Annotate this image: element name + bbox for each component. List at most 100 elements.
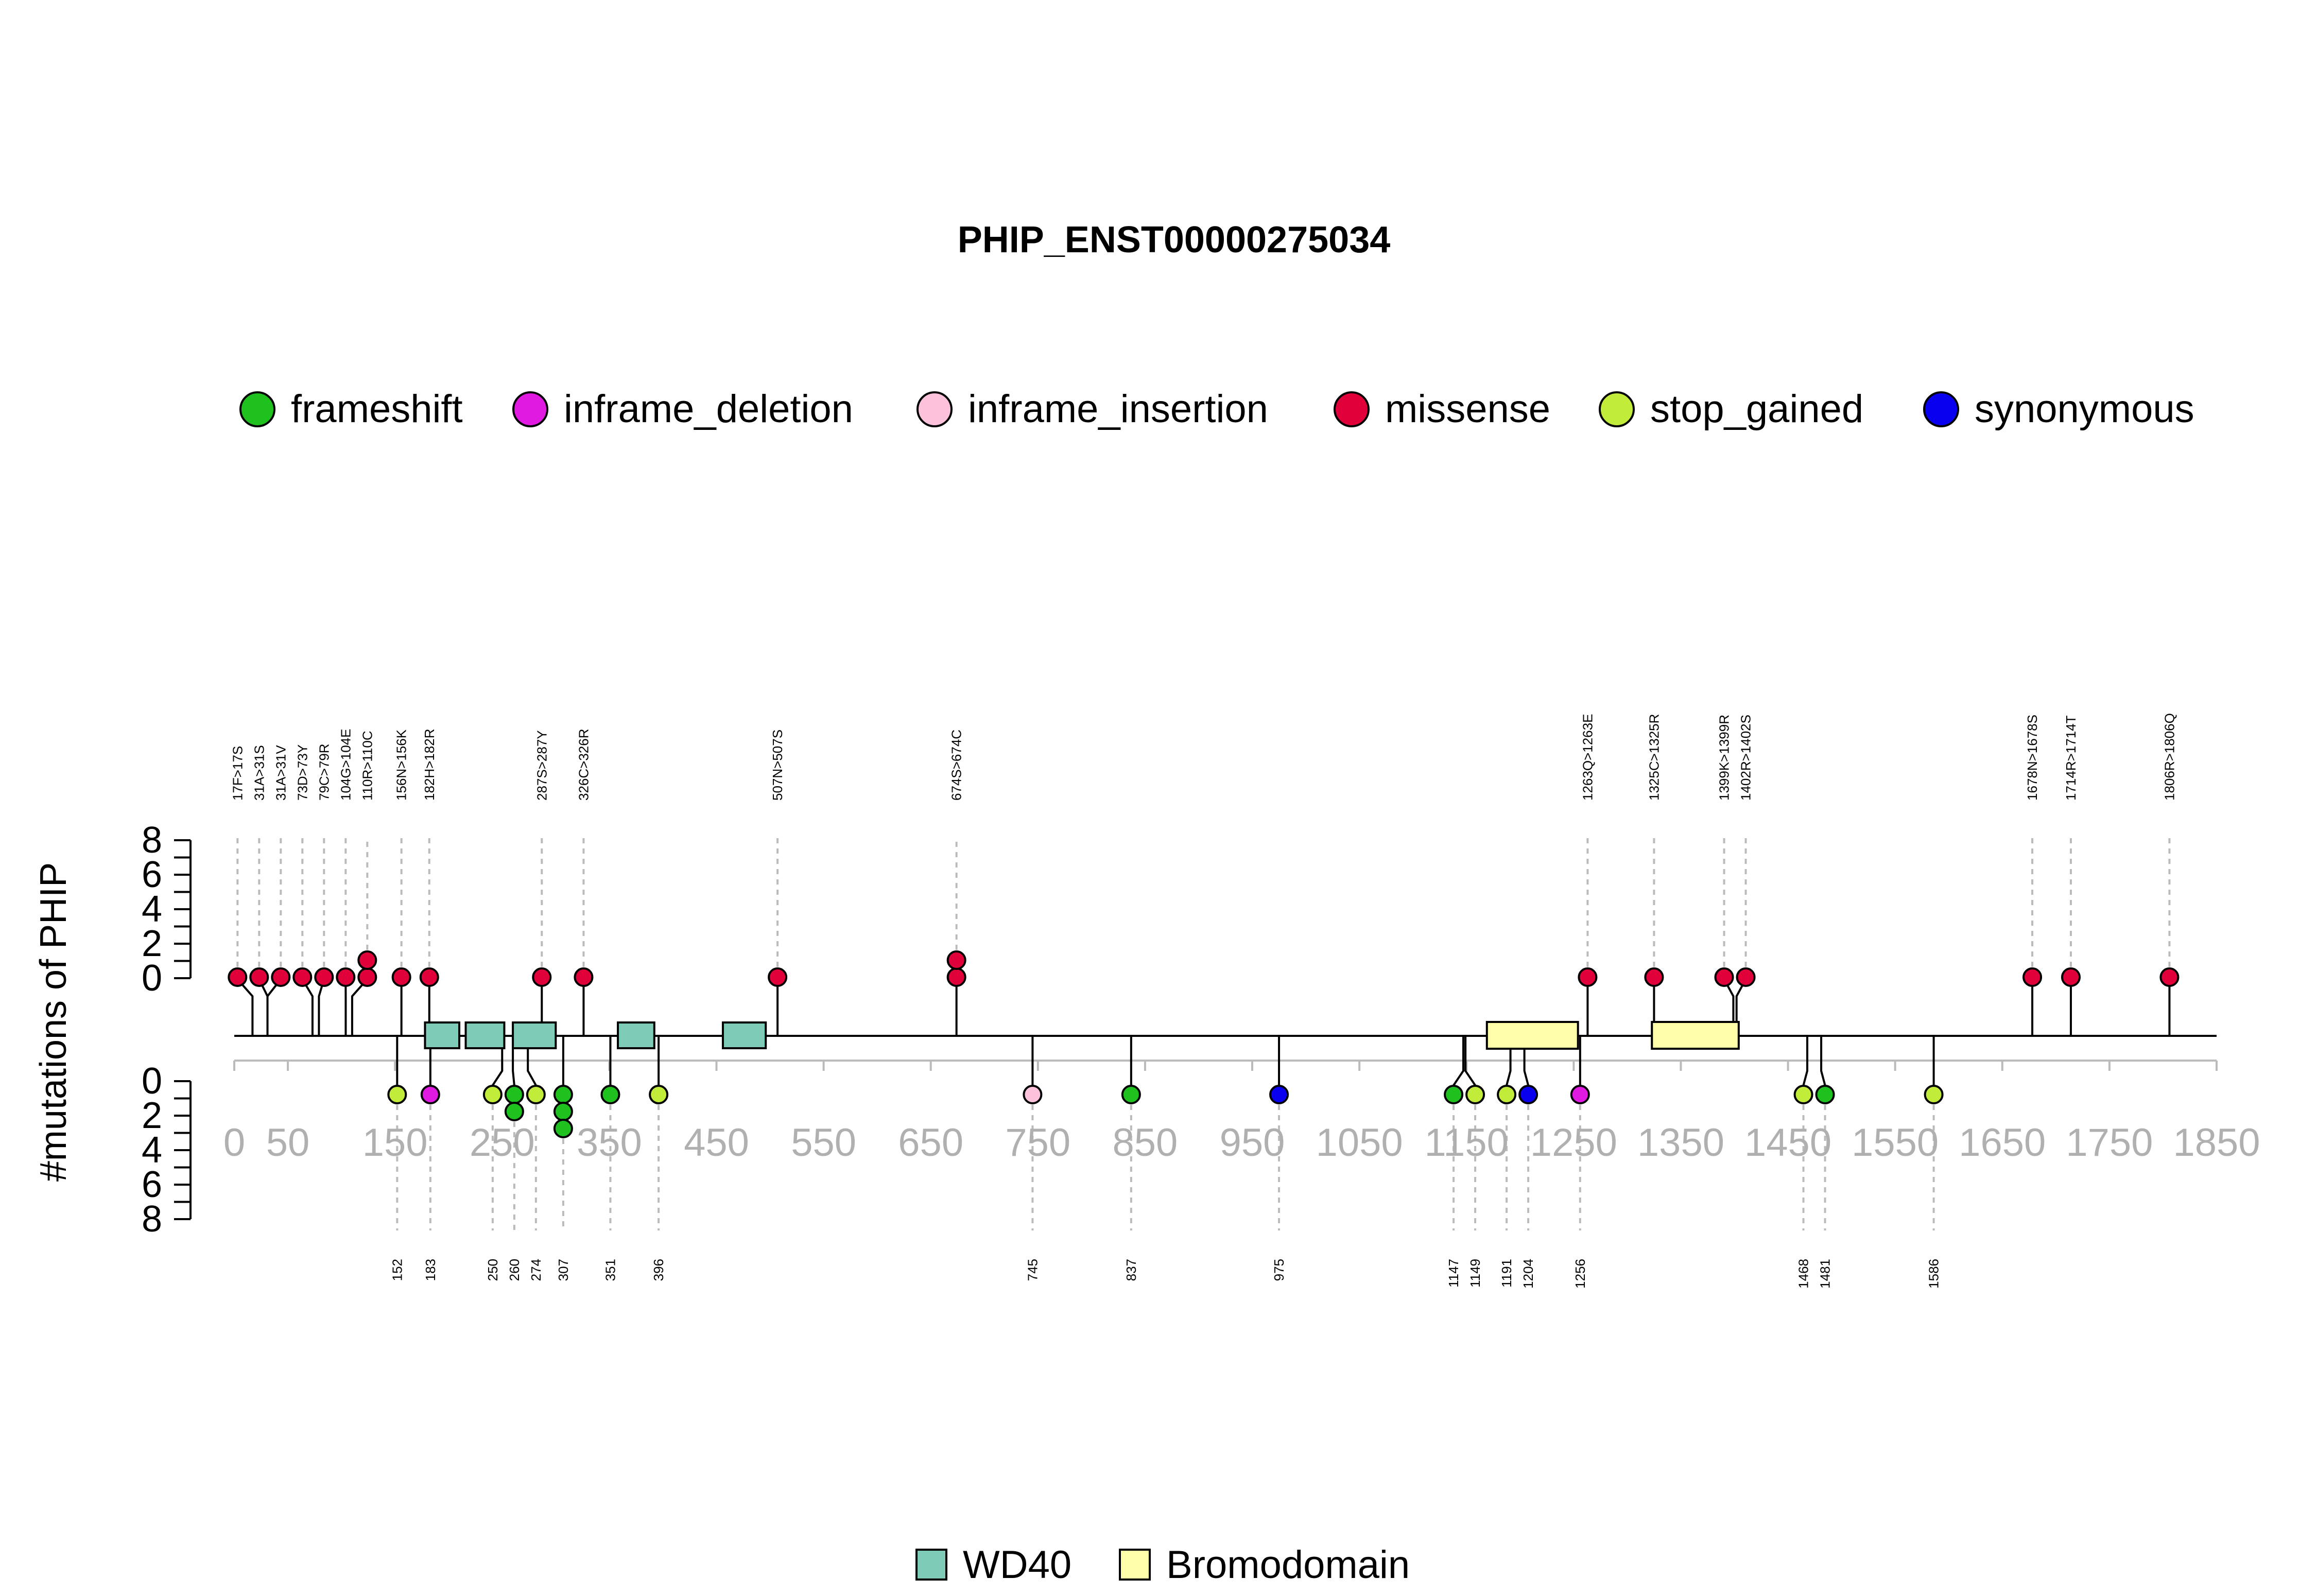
domain-Bromodomain [1651, 1021, 1740, 1050]
point-stop_gained [1924, 1085, 1944, 1104]
point-stop_gained [526, 1085, 546, 1104]
y-tick-label-lower: 8 [142, 1199, 162, 1240]
point-frameshift [1121, 1085, 1141, 1104]
mutation-label: 104G>104E [338, 728, 353, 801]
point-missense [292, 967, 313, 987]
domain-Bromodomain [1485, 1021, 1579, 1050]
y-tick-label-upper: 8 [142, 820, 162, 861]
mutation-label: 156N>156K [394, 729, 409, 801]
mutation-legend: frameshift inframe_deletion inframe_insert… [239, 387, 2194, 431]
mutation-label: 31A>31S [251, 745, 267, 801]
x-tick-label: 250 [470, 1121, 535, 1165]
legend-label-frameshift: frameshift [291, 387, 463, 431]
position-label: 1481 [1818, 1259, 1833, 1289]
y-tick-label-lower: 0 [142, 1061, 162, 1102]
mutation-label: 1402R>1402S [1738, 715, 1754, 801]
chart-title: PHIP_ENST00000275034 [958, 219, 1391, 261]
mutation-label: 507N>507S [770, 730, 785, 801]
point-missense [946, 967, 966, 987]
domain-WD40 [721, 1021, 767, 1049]
x-tick-label: 1250 [1530, 1121, 1617, 1165]
point-missense [249, 967, 269, 987]
x-tick-label: 1550 [1852, 1121, 1939, 1165]
y-tick-label-upper: 6 [142, 854, 162, 895]
point-missense [532, 967, 552, 987]
mutation-label: 287S>287Y [534, 730, 549, 801]
point-missense [336, 967, 356, 987]
legend-label-missense: missense [1385, 387, 1550, 431]
y-tick-label-lower: 6 [142, 1164, 162, 1205]
legend-swatch-synonymous [1923, 391, 1959, 427]
legend-label-WD40: WD40 [963, 1543, 1071, 1587]
point-missense [391, 967, 411, 987]
point-missense [574, 967, 594, 987]
legend-swatch-inframe_deletion [512, 391, 548, 427]
position-label: 152 [389, 1259, 405, 1281]
domain-legend: WD40 Bromodomain [915, 1543, 1410, 1587]
legend-label-inframe_insertion: inframe_insertion [968, 387, 1268, 431]
mutation-label: 17F>17S [230, 746, 245, 801]
point-missense [357, 950, 377, 970]
point-missense [357, 967, 377, 987]
mutation-label: 1714R>1714T [2063, 715, 2079, 801]
point-missense [314, 967, 334, 987]
mutation-label: 1399K>1399R [1717, 715, 1732, 801]
x-tick-label: 750 [1005, 1121, 1070, 1165]
point-inframe_deletion [1570, 1085, 1590, 1104]
x-tick-label: 1750 [2066, 1121, 2153, 1165]
position-label: 351 [602, 1259, 618, 1281]
point-stop_gained [649, 1085, 669, 1104]
position-label: 396 [651, 1259, 666, 1281]
point-synonymous [1518, 1085, 1538, 1104]
x-tick-label: 1450 [1744, 1121, 1831, 1165]
y-axis-label: #mutations of PHIP [33, 862, 74, 1182]
x-tick-label: 1650 [1959, 1121, 2046, 1165]
mutation-points [228, 950, 2180, 1138]
point-missense [2159, 967, 2180, 987]
position-label: 1204 [1520, 1259, 1536, 1289]
domain-WD40 [512, 1021, 557, 1049]
point-missense [1578, 967, 1598, 987]
legend-label-synonymous: synonymous [1975, 387, 2194, 431]
x-tick-label: 950 [1220, 1121, 1285, 1165]
mutation-label: 1806R>1806Q [2162, 713, 2177, 801]
mutation-label: 182H>182R [422, 729, 437, 801]
legend-label-Bromodomain: Bromodomain [1166, 1543, 1410, 1587]
point-missense [271, 967, 291, 987]
mutation-label: 31A>31V [273, 745, 288, 801]
position-label: 1191 [1499, 1259, 1514, 1288]
point-frameshift [553, 1085, 573, 1104]
legend-swatch-Bromodomain [1119, 1549, 1151, 1581]
position-label: 1586 [1926, 1259, 1942, 1289]
x-tick-label: 350 [577, 1121, 642, 1165]
mutation-label: 1325C>1325R [1646, 714, 1662, 801]
y-tick-label-lower: 4 [142, 1130, 162, 1171]
y-tick-label-upper: 2 [142, 923, 162, 964]
legend-swatch-missense [1334, 391, 1370, 427]
position-label: 307 [556, 1259, 571, 1281]
x-tick-label: 1350 [1637, 1121, 1724, 1165]
position-label: 1147 [1446, 1259, 1461, 1288]
x-tick-label: 1850 [2173, 1121, 2260, 1165]
position-label: 274 [528, 1259, 544, 1281]
mutation-label: 79C>79R [316, 743, 332, 801]
point-stop_gained [482, 1085, 503, 1104]
mutation-label: 674S>674C [949, 730, 964, 801]
point-missense [1736, 967, 1756, 987]
x-tick-label: 450 [684, 1121, 749, 1165]
mutation-label: 73D>73Y [295, 744, 310, 801]
legend-label-stop_gained: stop_gained [1650, 387, 1863, 431]
point-frameshift [1815, 1085, 1835, 1104]
y-tick-label-upper: 0 [142, 958, 162, 999]
domain-WD40 [617, 1021, 655, 1049]
domain-WD40 [424, 1021, 461, 1049]
x-tick-label: 150 [362, 1121, 428, 1165]
point-frameshift [504, 1085, 524, 1104]
position-label: 1256 [1572, 1259, 1588, 1289]
point-missense [228, 967, 248, 987]
position-label: 975 [1271, 1259, 1287, 1281]
mutation-labels: 17F>17S 31A>31S 31A>31V 73D>73Y 79C>79R 104G>… [230, 713, 2177, 1289]
legend-swatch-frameshift [239, 391, 275, 427]
protein-domains [424, 1021, 1740, 1050]
